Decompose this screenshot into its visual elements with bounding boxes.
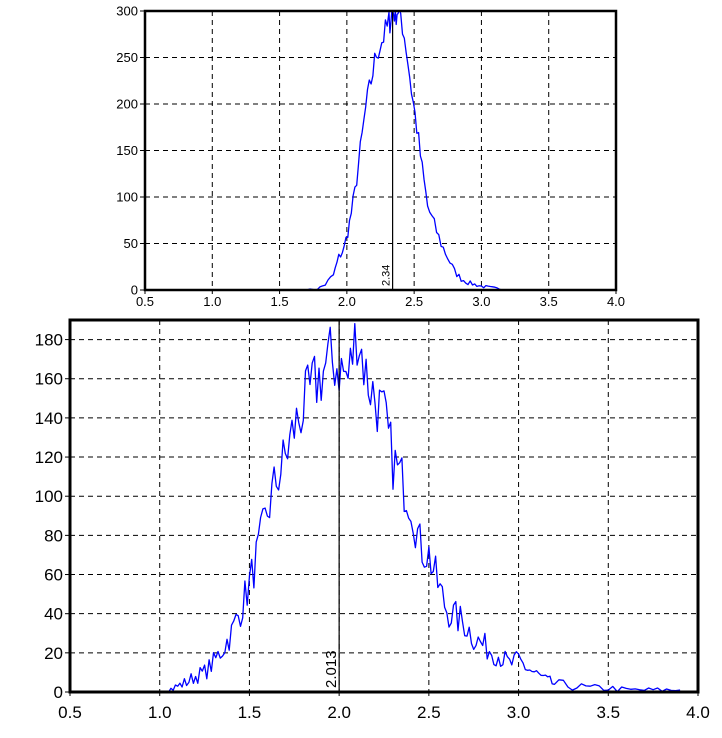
y-tick-label: 120 bbox=[35, 448, 63, 467]
x-tick-label: 0.5 bbox=[58, 703, 82, 722]
y-tick-label: 300 bbox=[116, 4, 138, 19]
y-tick-label: 100 bbox=[35, 487, 63, 506]
mean-marker-label: 2.013 bbox=[323, 650, 340, 688]
x-tick-label: 2.5 bbox=[417, 703, 441, 722]
histogram-series-line bbox=[168, 322, 681, 693]
x-tick-label: 1.0 bbox=[203, 294, 221, 309]
y-tick-label: 40 bbox=[44, 605, 63, 624]
x-tick-label: 2.0 bbox=[338, 294, 356, 309]
y-tick-label: 180 bbox=[35, 331, 63, 350]
x-tick-label: 1.5 bbox=[238, 703, 262, 722]
y-tick-label: 50 bbox=[124, 236, 138, 251]
y-tick-label: 0 bbox=[131, 283, 138, 298]
plot-frame bbox=[68, 318, 700, 694]
y-tick-label: 150 bbox=[116, 143, 138, 158]
x-tick-label: 3.5 bbox=[596, 703, 620, 722]
y-tick-label: 140 bbox=[35, 409, 63, 428]
x-tick-label: 3.5 bbox=[540, 294, 558, 309]
x-tick-label: 4.0 bbox=[607, 294, 625, 309]
x-tick-label: 4.0 bbox=[686, 703, 710, 722]
y-tick-label: 80 bbox=[44, 526, 63, 545]
y-tick-label: 0 bbox=[54, 683, 63, 702]
x-tick-label: 1.5 bbox=[271, 294, 289, 309]
y-tick-label: 100 bbox=[116, 190, 138, 205]
x-tick-label: 1.0 bbox=[148, 703, 172, 722]
bottom-histogram-chart: 2.013 0 20 40 60 80 100 120 140 160 180 0.5 1.0 1.5 2.… bbox=[35, 318, 710, 722]
y-tick-label: 20 bbox=[44, 644, 63, 663]
x-tick-label: 2.5 bbox=[405, 294, 423, 309]
y-tick-label: 160 bbox=[35, 370, 63, 389]
x-tick-label: 2.0 bbox=[327, 703, 351, 722]
y-tick-label: 60 bbox=[44, 565, 63, 584]
mean-marker-label: 2.34 bbox=[381, 265, 393, 286]
x-tick-label: 0.5 bbox=[136, 294, 154, 309]
y-tick-label: 200 bbox=[116, 97, 138, 112]
top-histogram-chart: 2.34 0 50 100 150 200 250 300 0.5 1.0 1.5 2.0 2.5 3.0… bbox=[116, 4, 625, 309]
x-tick-label: 3.0 bbox=[507, 703, 531, 722]
x-tick-label: 3.0 bbox=[472, 294, 490, 309]
y-tick-label: 250 bbox=[116, 50, 138, 65]
